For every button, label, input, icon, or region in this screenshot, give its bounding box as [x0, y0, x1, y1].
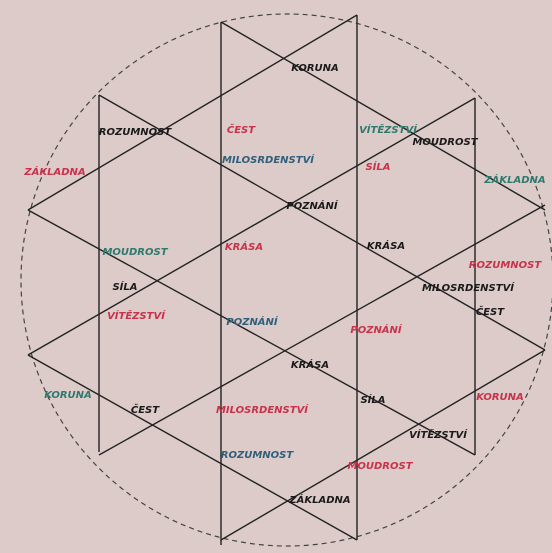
word-label: POZNÁNÍ: [350, 323, 403, 336]
word-label: ZÁKLADNA: [483, 173, 545, 186]
dashed-circle: [20, 13, 552, 547]
word-label: MOUDROST: [102, 247, 168, 258]
figure-lines: [27, 14, 546, 545]
word-label: MOUDROST: [412, 137, 478, 148]
word-label: VÍTĚZSTVÍ: [409, 427, 468, 441]
word-label: SÍLA: [112, 280, 137, 293]
word-label: ROZUMNOST: [99, 127, 173, 138]
word-label: MILOSRDENSTVÍ: [216, 403, 309, 416]
word-label: VÍTĚZSTVÍ: [359, 122, 418, 136]
word-label: POZNÁNÍ: [226, 315, 279, 328]
word-label: POZNÁNÍ: [286, 199, 339, 212]
word-label: KRÁSA: [367, 239, 405, 252]
word-label: KRÁSA: [225, 240, 263, 253]
word-label: ČEST: [131, 402, 160, 416]
word-label: ČEST: [227, 122, 256, 136]
word-label: VÍTĚZSTVÍ: [107, 308, 166, 322]
word-label: ČEST: [476, 304, 505, 318]
word-label: MOUDROST: [347, 461, 413, 472]
word-label: MILOSRDENSTVÍ: [422, 281, 515, 294]
word-label: SÍLA: [360, 393, 385, 406]
word-label: SÍLA: [365, 160, 390, 173]
word-label: ZÁKLADNA: [23, 165, 85, 178]
word-label: KORUNA: [476, 392, 524, 403]
word-label: KORUNA: [44, 390, 92, 401]
word-label: KRÁSA: [291, 358, 329, 371]
word-label: KORUNA: [291, 63, 339, 74]
word-label: ROZUMNOST: [469, 260, 543, 271]
word-label: MILOSRDENSTVÍ: [222, 153, 315, 166]
word-label: ZÁKLADNA: [288, 493, 350, 506]
word-label: ROZUMNOST: [221, 450, 295, 461]
